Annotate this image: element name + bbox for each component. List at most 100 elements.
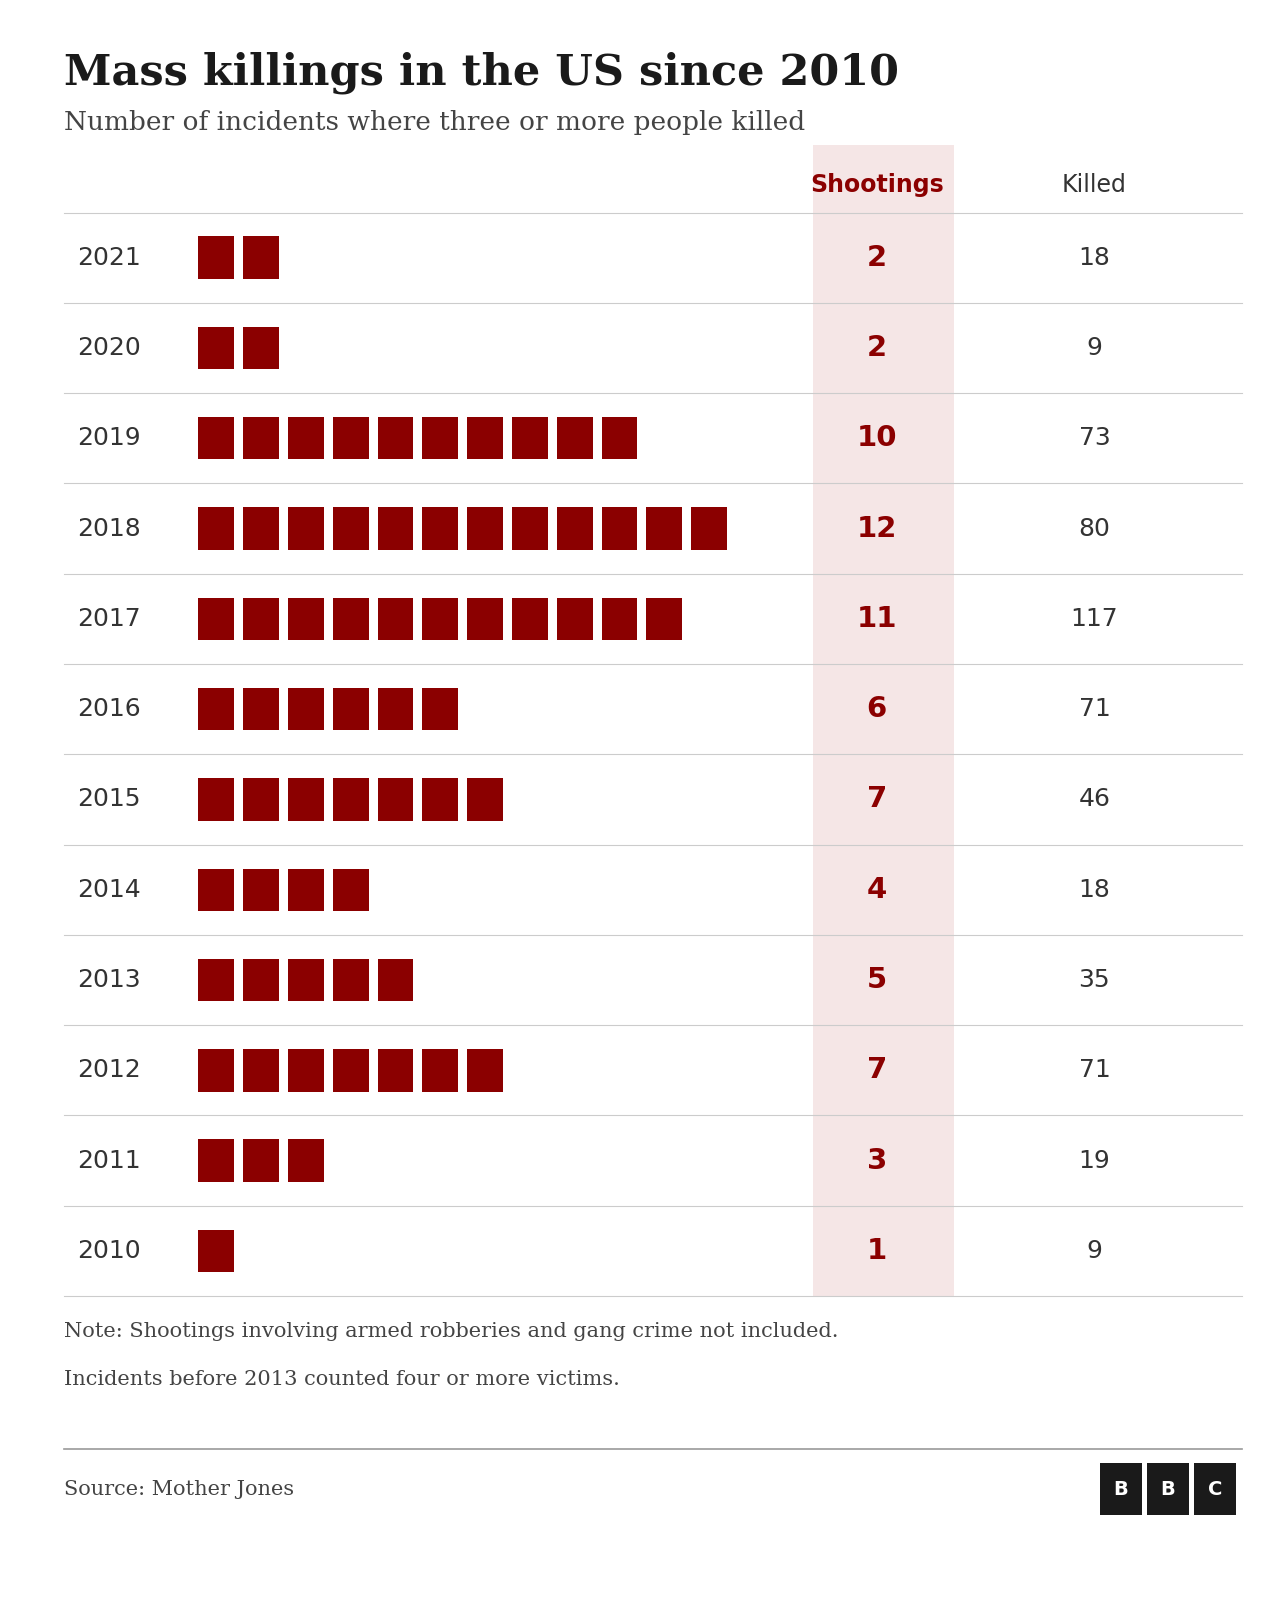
Text: 9: 9 <box>1087 336 1102 361</box>
FancyBboxPatch shape <box>512 597 548 641</box>
Text: Shootings: Shootings <box>810 174 943 196</box>
FancyBboxPatch shape <box>422 1050 458 1092</box>
FancyBboxPatch shape <box>288 507 324 549</box>
Text: B: B <box>1114 1480 1128 1499</box>
FancyBboxPatch shape <box>198 507 234 549</box>
Text: 6: 6 <box>867 696 887 723</box>
FancyBboxPatch shape <box>333 960 369 1001</box>
FancyBboxPatch shape <box>333 778 369 821</box>
Text: C: C <box>1208 1480 1222 1499</box>
FancyBboxPatch shape <box>198 960 234 1001</box>
Text: Mass killings in the US since 2010: Mass killings in the US since 2010 <box>64 52 899 93</box>
FancyBboxPatch shape <box>422 687 458 731</box>
FancyBboxPatch shape <box>198 778 234 821</box>
FancyBboxPatch shape <box>198 417 234 459</box>
FancyBboxPatch shape <box>198 237 234 279</box>
Text: Number of incidents where three or more people killed: Number of incidents where three or more … <box>64 109 805 135</box>
FancyBboxPatch shape <box>243 1140 279 1182</box>
Text: 117: 117 <box>1070 607 1119 631</box>
FancyBboxPatch shape <box>512 417 548 459</box>
Text: 12: 12 <box>856 515 897 543</box>
Text: 46: 46 <box>1079 787 1111 811</box>
FancyBboxPatch shape <box>467 507 503 549</box>
Text: 10: 10 <box>856 425 897 452</box>
FancyBboxPatch shape <box>198 597 234 641</box>
Text: 2015: 2015 <box>77 787 141 811</box>
Text: 1: 1 <box>867 1236 887 1265</box>
FancyBboxPatch shape <box>198 868 234 911</box>
Text: 2010: 2010 <box>77 1240 141 1262</box>
Text: 5: 5 <box>867 966 887 993</box>
FancyBboxPatch shape <box>1194 1463 1236 1515</box>
Text: 7: 7 <box>867 786 887 813</box>
Text: 3: 3 <box>867 1146 887 1175</box>
FancyBboxPatch shape <box>557 507 593 549</box>
FancyBboxPatch shape <box>1100 1463 1142 1515</box>
FancyBboxPatch shape <box>557 597 593 641</box>
FancyBboxPatch shape <box>378 507 413 549</box>
FancyBboxPatch shape <box>467 597 503 641</box>
FancyBboxPatch shape <box>512 507 548 549</box>
FancyBboxPatch shape <box>198 1050 234 1092</box>
FancyBboxPatch shape <box>378 687 413 731</box>
FancyBboxPatch shape <box>243 507 279 549</box>
FancyBboxPatch shape <box>288 597 324 641</box>
Text: 2014: 2014 <box>77 877 141 902</box>
FancyBboxPatch shape <box>422 417 458 459</box>
FancyBboxPatch shape <box>243 960 279 1001</box>
Text: 7: 7 <box>867 1056 887 1084</box>
FancyBboxPatch shape <box>378 597 413 641</box>
FancyBboxPatch shape <box>243 237 279 279</box>
Text: 2021: 2021 <box>77 246 141 269</box>
FancyBboxPatch shape <box>378 1050 413 1092</box>
FancyBboxPatch shape <box>243 778 279 821</box>
FancyBboxPatch shape <box>198 687 234 731</box>
Text: 80: 80 <box>1079 517 1110 541</box>
FancyBboxPatch shape <box>243 687 279 731</box>
Text: 35: 35 <box>1079 968 1110 992</box>
FancyBboxPatch shape <box>288 778 324 821</box>
FancyBboxPatch shape <box>602 507 637 549</box>
FancyBboxPatch shape <box>243 1050 279 1092</box>
FancyBboxPatch shape <box>243 868 279 911</box>
Text: 2016: 2016 <box>77 697 141 721</box>
FancyBboxPatch shape <box>198 327 234 369</box>
Text: 9: 9 <box>1087 1240 1102 1262</box>
Text: 2: 2 <box>867 333 887 362</box>
Text: 2017: 2017 <box>77 607 141 631</box>
FancyBboxPatch shape <box>288 687 324 731</box>
FancyBboxPatch shape <box>333 417 369 459</box>
FancyBboxPatch shape <box>467 1050 503 1092</box>
FancyBboxPatch shape <box>243 597 279 641</box>
FancyBboxPatch shape <box>243 327 279 369</box>
Text: Incidents before 2013 counted four or more victims.: Incidents before 2013 counted four or mo… <box>64 1370 620 1389</box>
Text: 18: 18 <box>1079 246 1110 269</box>
FancyBboxPatch shape <box>378 417 413 459</box>
Text: 2018: 2018 <box>77 517 141 541</box>
FancyBboxPatch shape <box>1147 1463 1189 1515</box>
Text: B: B <box>1161 1480 1175 1499</box>
Text: 2020: 2020 <box>77 336 141 361</box>
FancyBboxPatch shape <box>333 1050 369 1092</box>
FancyBboxPatch shape <box>467 417 503 459</box>
Text: 2013: 2013 <box>77 968 141 992</box>
FancyBboxPatch shape <box>333 507 369 549</box>
Text: 2011: 2011 <box>77 1148 141 1172</box>
FancyBboxPatch shape <box>288 1050 324 1092</box>
FancyBboxPatch shape <box>333 868 369 911</box>
Text: 71: 71 <box>1079 1058 1110 1082</box>
FancyBboxPatch shape <box>422 507 458 549</box>
FancyBboxPatch shape <box>646 597 682 641</box>
FancyBboxPatch shape <box>333 597 369 641</box>
FancyBboxPatch shape <box>691 507 727 549</box>
FancyBboxPatch shape <box>422 778 458 821</box>
FancyBboxPatch shape <box>288 868 324 911</box>
FancyBboxPatch shape <box>467 778 503 821</box>
FancyBboxPatch shape <box>288 1140 324 1182</box>
FancyBboxPatch shape <box>198 1140 234 1182</box>
FancyBboxPatch shape <box>557 417 593 459</box>
FancyBboxPatch shape <box>333 687 369 731</box>
Text: 2: 2 <box>867 243 887 272</box>
Text: 4: 4 <box>867 876 887 903</box>
Text: Source: Mother Jones: Source: Mother Jones <box>64 1480 294 1499</box>
